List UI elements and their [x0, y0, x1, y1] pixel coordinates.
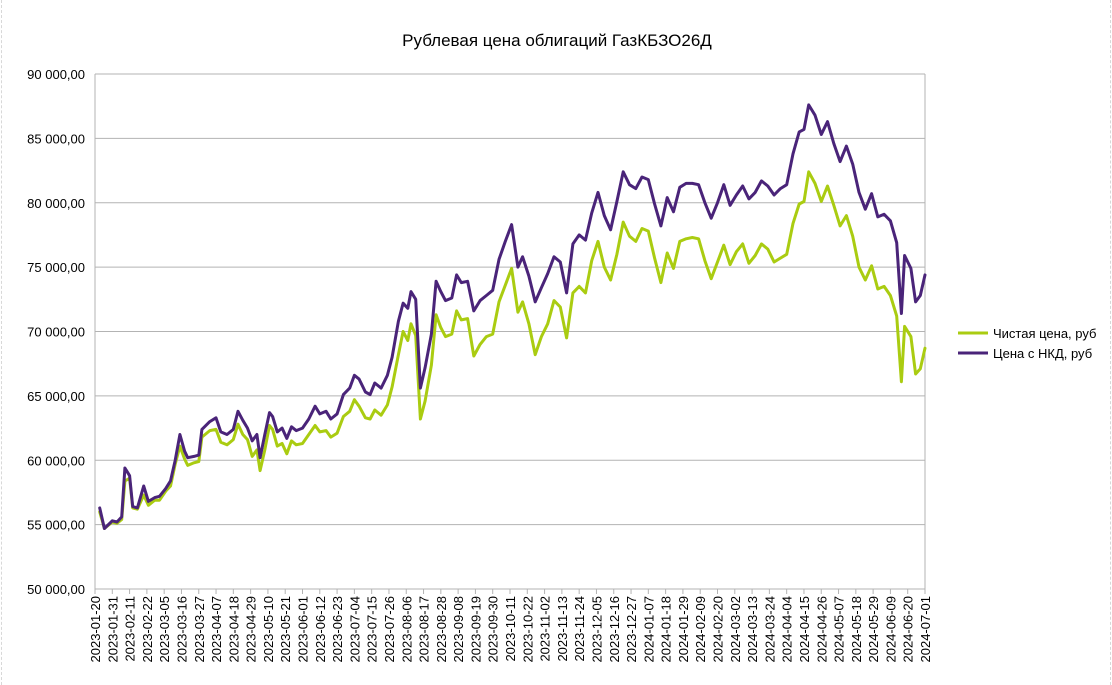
x-tick-label: 2024-07-01	[918, 596, 933, 663]
x-tick-label: 2023-09-08	[451, 596, 466, 663]
x-tick-label: 2023-08-28	[434, 596, 449, 663]
x-tick-label: 2024-01-07	[641, 596, 656, 663]
x-tick-label: 2023-10-11	[503, 596, 518, 662]
x-tick-label: 2023-11-13	[555, 596, 570, 662]
x-tick-label: 2023-08-17	[417, 596, 432, 663]
x-tick-label: 2023-05-10	[261, 596, 276, 663]
gridlines	[95, 73, 925, 590]
x-tick-label: 2023-03-27	[192, 596, 207, 663]
x-tick-label: 2024-05-07	[832, 596, 847, 663]
legend-label-2: Цена с НКД, руб	[993, 346, 1092, 361]
x-tick-label: 2024-02-09	[693, 596, 708, 663]
x-tick-label: 2024-03-02	[728, 596, 743, 663]
y-tick-label: 70 000,00	[27, 325, 85, 340]
x-tick-label: 2024-06-20	[901, 596, 916, 663]
y-tick-label: 65 000,00	[27, 389, 85, 404]
x-tick-label: 2023-01-31	[105, 596, 120, 663]
x-tick-label: 2023-06-23	[330, 596, 345, 663]
x-tick-label: 2024-05-29	[866, 596, 881, 663]
x-tick-label: 2023-10-22	[520, 596, 535, 663]
y-tick-label: 75 000,00	[27, 260, 85, 275]
y-tick-label: 80 000,00	[27, 196, 85, 211]
x-tick-label: 2024-06-09	[883, 596, 898, 663]
x-tick-label: 2024-01-18	[659, 596, 674, 663]
x-tick-label: 2023-07-04	[347, 596, 362, 663]
x-tick-label: 2023-07-26	[382, 596, 397, 663]
legend-label-1: Чистая цена, руб	[993, 326, 1096, 341]
x-tick-label: 2023-04-29	[244, 596, 259, 663]
y-tick-label: 85 000,00	[27, 131, 85, 146]
y-tick-label: 55 000,00	[27, 518, 85, 533]
sheet-column-guide	[1, 0, 2, 685]
x-tick-label: 2024-04-15	[797, 596, 812, 663]
x-tick-label: 2024-03-24	[762, 596, 777, 663]
y-tick-label: 60 000,00	[27, 453, 85, 468]
x-tick-label: 2023-11-24	[572, 596, 587, 662]
x-tick-label: 2024-02-20	[711, 596, 726, 663]
x-tick-label: 2023-12-05	[589, 596, 604, 663]
x-tick-label: 2023-06-01	[296, 596, 311, 663]
x-tick-label: 2024-01-29	[676, 596, 691, 663]
x-tick-label: 2023-12-16	[607, 596, 622, 663]
x-tick-label: 2024-04-04	[780, 596, 795, 663]
x-tick-label: 2023-02-22	[140, 596, 155, 663]
x-tick-label: 2023-09-19	[468, 596, 483, 663]
sheet-column-guide	[1110, 0, 1111, 685]
x-tick-label: 2023-08-06	[399, 596, 414, 663]
x-tick-label: 2023-03-05	[157, 596, 172, 663]
x-tick-label: 2023-06-12	[313, 596, 328, 663]
x-tick-label: 2024-03-13	[745, 596, 760, 663]
x-tick-label: 2023-05-21	[278, 596, 293, 663]
series-line-1	[98, 170, 927, 530]
x-tick-label: 2023-11-02	[538, 596, 553, 662]
legend: Чистая цена, руб Цена с НКД, руб	[958, 326, 1096, 361]
x-tick-label: 2024-04-26	[814, 596, 829, 663]
series-lines	[98, 103, 927, 530]
y-tick-label: 50 000,00	[27, 582, 85, 597]
axes: 50 000,00 55 000,00 60 000,00 65 000,00 70 0…	[27, 67, 933, 663]
x-tick-label: 2023-12-27	[624, 596, 639, 663]
x-tick-label: 2023-09-30	[486, 596, 501, 663]
x-tick-label: 2023-07-15	[365, 596, 380, 663]
x-tick-label: 2023-03-16	[174, 596, 189, 663]
y-tick-label: 90 000,00	[27, 67, 85, 82]
chart-title: Рублевая цена облигаций ГазКБЗО26Д	[402, 31, 712, 50]
x-tick-label: 2023-01-20	[88, 596, 103, 663]
x-tick-label: 2023-04-07	[209, 596, 224, 663]
series-line-2	[98, 103, 927, 530]
x-tick-label: 2023-04-18	[226, 596, 241, 663]
x-tick-label: 2023-02-11	[123, 596, 138, 662]
x-tick-label: 2024-05-18	[849, 596, 864, 663]
